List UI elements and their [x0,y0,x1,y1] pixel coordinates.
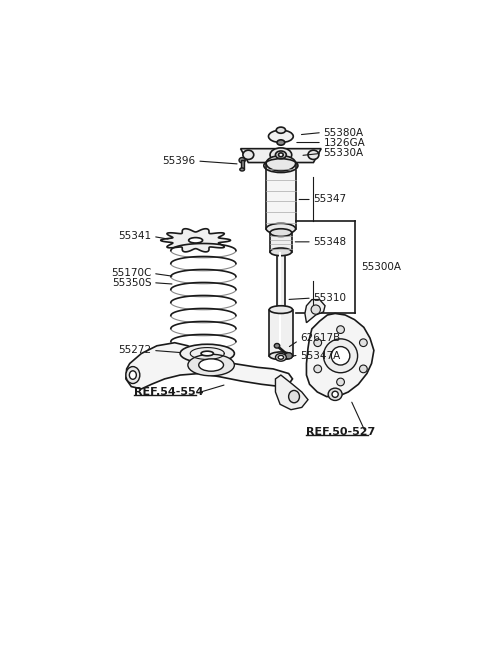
Ellipse shape [324,339,358,373]
Bar [277,252,285,345]
Ellipse shape [269,352,292,360]
Ellipse shape [266,223,296,234]
Ellipse shape [189,238,203,243]
Ellipse shape [199,359,224,371]
Text: 55350S: 55350S [112,278,152,288]
Ellipse shape [268,130,293,143]
Ellipse shape [360,365,367,373]
Ellipse shape [314,339,322,346]
Bar [278,252,281,345]
Ellipse shape [130,371,136,379]
Text: REF.50-527: REF.50-527 [306,427,376,437]
Ellipse shape [278,153,283,157]
Text: 55272: 55272 [119,345,152,356]
Ellipse shape [285,353,292,359]
Ellipse shape [180,345,234,363]
Polygon shape [305,299,325,323]
Bar [270,233,292,252]
Ellipse shape [270,148,292,162]
Ellipse shape [269,306,292,314]
Ellipse shape [276,127,286,133]
Ellipse shape [331,346,350,365]
Text: 55347A: 55347A [300,351,340,361]
Ellipse shape [332,391,338,398]
Bar [240,160,244,170]
Bar [269,310,292,356]
Ellipse shape [188,354,234,376]
Ellipse shape [276,151,286,159]
Ellipse shape [266,156,296,171]
Ellipse shape [277,140,285,145]
Ellipse shape [276,354,286,361]
Text: 62617B: 62617B [300,333,340,343]
Ellipse shape [360,339,367,346]
Ellipse shape [274,343,280,348]
Ellipse shape [126,367,140,384]
Bar [266,163,296,229]
Ellipse shape [308,150,319,159]
Polygon shape [240,149,321,162]
Text: 55170C: 55170C [111,269,152,278]
Ellipse shape [270,229,292,236]
Ellipse shape [314,365,322,373]
Ellipse shape [278,356,284,359]
Ellipse shape [243,150,254,159]
Text: 1326GA: 1326GA [324,138,365,147]
Ellipse shape [288,390,300,403]
Ellipse shape [240,168,244,171]
Ellipse shape [328,388,342,400]
Text: REF.54-554: REF.54-554 [133,387,203,397]
Ellipse shape [201,351,214,356]
Text: 55396: 55396 [163,156,196,166]
Polygon shape [161,229,230,252]
Ellipse shape [239,157,245,163]
Ellipse shape [311,305,321,314]
Polygon shape [306,314,374,397]
Ellipse shape [336,326,345,333]
Text: 55300A: 55300A [360,262,401,272]
Ellipse shape [270,248,292,255]
Text: 55347: 55347 [313,195,347,204]
Text: 55341: 55341 [119,231,152,242]
Polygon shape [276,375,308,409]
Text: 55380A: 55380A [324,128,364,138]
Text: 55348: 55348 [313,237,347,247]
Ellipse shape [336,378,345,386]
Text: 55310: 55310 [313,293,347,303]
Text: 55330A: 55330A [324,148,364,159]
Polygon shape [126,343,292,389]
